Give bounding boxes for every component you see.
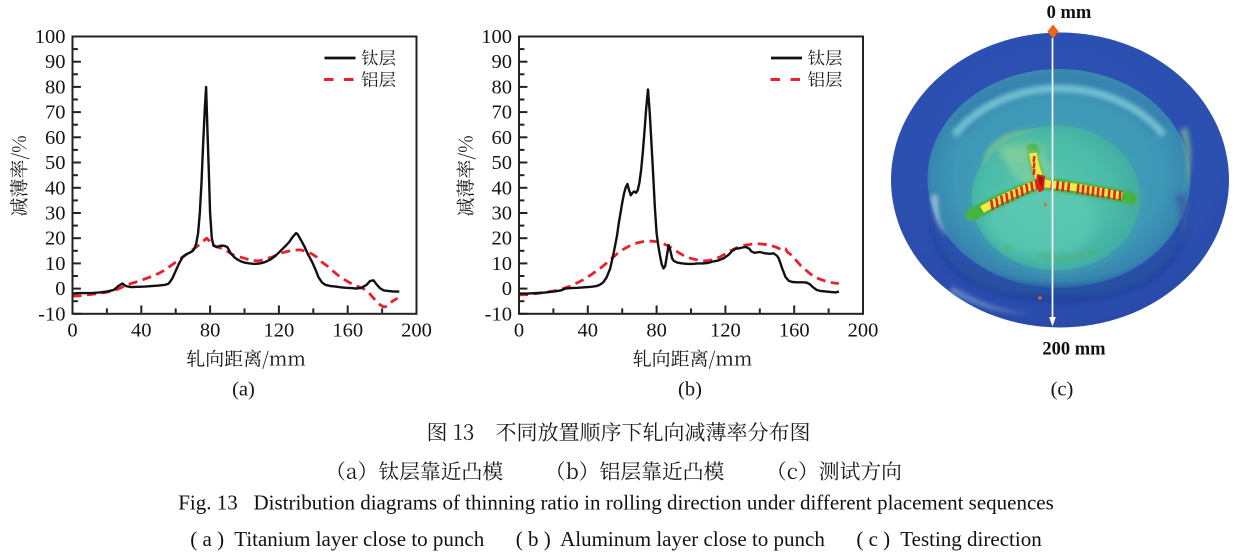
svg-text:( a ) Titanium layer close to: ( a ) Titanium layer close to punch ( b …	[190, 527, 1042, 551]
svg-text:100: 100	[35, 26, 66, 48]
svg-text:80: 80	[45, 76, 66, 98]
svg-text:160: 160	[332, 320, 363, 342]
svg-text:40: 40	[45, 177, 66, 199]
svg-text:-10: -10	[38, 303, 65, 325]
svg-text:0: 0	[514, 320, 524, 342]
svg-text:70: 70	[492, 102, 513, 124]
svg-text:120: 120	[710, 320, 741, 342]
svg-text:40: 40	[578, 320, 599, 342]
svg-text:40: 40	[131, 320, 152, 342]
svg-text:100: 100	[481, 26, 512, 48]
svg-text:(b): (b)	[678, 379, 702, 401]
svg-text:20: 20	[45, 228, 66, 250]
svg-text:Fig. 13 Distribution diagram: Fig. 13 Distribution diagrams of thinnin…	[178, 491, 1054, 515]
svg-text:30: 30	[45, 203, 66, 225]
svg-text:80: 80	[200, 320, 221, 342]
svg-text:40: 40	[492, 177, 513, 199]
svg-text:90: 90	[492, 51, 513, 73]
svg-text:160: 160	[779, 320, 810, 342]
svg-text:200: 200	[401, 320, 432, 342]
svg-text:70: 70	[45, 102, 66, 124]
svg-text:30: 30	[492, 203, 513, 225]
svg-text:10: 10	[492, 253, 513, 275]
svg-text:200: 200	[848, 320, 879, 342]
svg-text:90: 90	[45, 51, 66, 73]
svg-text:20: 20	[492, 228, 513, 250]
svg-text:(a): (a)	[232, 379, 255, 401]
svg-text:120: 120	[264, 320, 295, 342]
svg-text:50: 50	[492, 152, 513, 174]
svg-text:0: 0	[55, 278, 65, 300]
svg-text:10: 10	[45, 253, 66, 275]
svg-text:50: 50	[45, 152, 66, 174]
svg-text:0 mm: 0 mm	[1047, 3, 1092, 23]
svg-text:80: 80	[646, 320, 667, 342]
svg-text:60: 60	[492, 127, 513, 149]
svg-text:(c): (c)	[1051, 379, 1074, 401]
svg-text:0: 0	[502, 278, 512, 300]
svg-text:80: 80	[492, 76, 513, 98]
svg-text:0: 0	[67, 320, 77, 342]
svg-text:200 mm: 200 mm	[1042, 340, 1106, 360]
svg-text:60: 60	[45, 127, 66, 149]
svg-text:-10: -10	[485, 303, 512, 325]
